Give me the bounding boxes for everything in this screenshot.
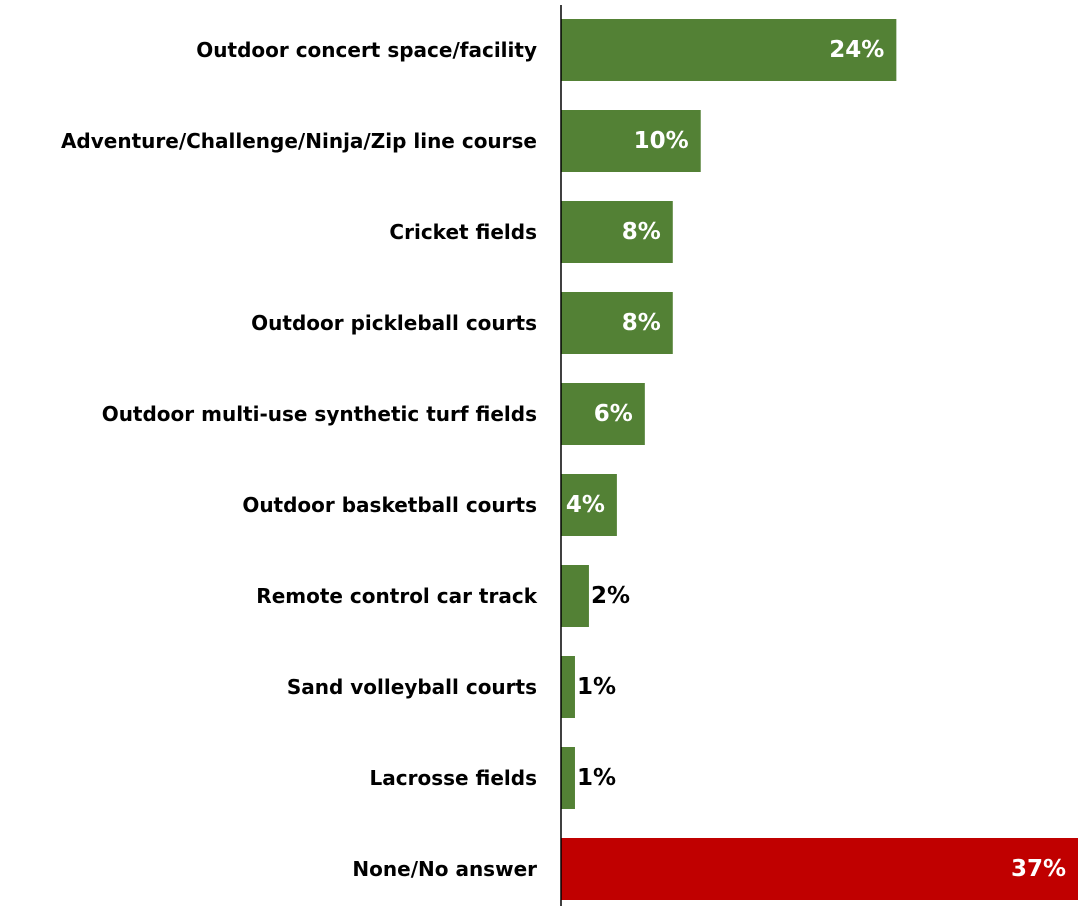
category-label: Cricket fields bbox=[389, 220, 537, 244]
data-label: 8% bbox=[622, 219, 661, 245]
data-label: 24% bbox=[829, 37, 884, 63]
category-label: Outdoor concert space/facility bbox=[196, 38, 537, 62]
data-label: 1% bbox=[577, 765, 616, 791]
category-label: None/No answer bbox=[352, 857, 537, 881]
category-label: Remote control car track bbox=[256, 584, 537, 608]
data-label: 37% bbox=[1011, 856, 1066, 882]
bar bbox=[561, 383, 645, 445]
bar bbox=[561, 292, 673, 354]
bar bbox=[561, 201, 673, 263]
bar bbox=[561, 747, 575, 809]
data-label: 4% bbox=[566, 492, 605, 518]
bar bbox=[561, 565, 589, 627]
category-label: Sand volleyball courts bbox=[287, 675, 537, 699]
category-label: Outdoor pickleball courts bbox=[251, 311, 537, 335]
data-label: 2% bbox=[591, 583, 630, 609]
value-labels-group: 24% 10% 8% 8% 6% 4% 2% 1% 1% 37% bbox=[566, 37, 1066, 882]
data-label: 8% bbox=[622, 310, 661, 336]
bar bbox=[561, 656, 575, 718]
category-label: Adventure/Challenge/Ninja/Zip line cours… bbox=[61, 129, 537, 153]
bar bbox=[561, 838, 1078, 900]
bar bbox=[561, 110, 701, 172]
category-labels-group: Outdoor concert space/facility Adventure/… bbox=[61, 38, 538, 881]
data-label: 1% bbox=[577, 674, 616, 700]
bar bbox=[561, 474, 617, 536]
data-label: 6% bbox=[594, 401, 633, 427]
category-label: Outdoor basketball courts bbox=[242, 493, 537, 517]
data-label: 10% bbox=[634, 128, 689, 154]
bars-group bbox=[561, 19, 1078, 900]
category-label: Outdoor multi-use synthetic turf fields bbox=[102, 402, 537, 426]
bar bbox=[561, 19, 897, 81]
category-label: Lacrosse fields bbox=[370, 766, 538, 790]
